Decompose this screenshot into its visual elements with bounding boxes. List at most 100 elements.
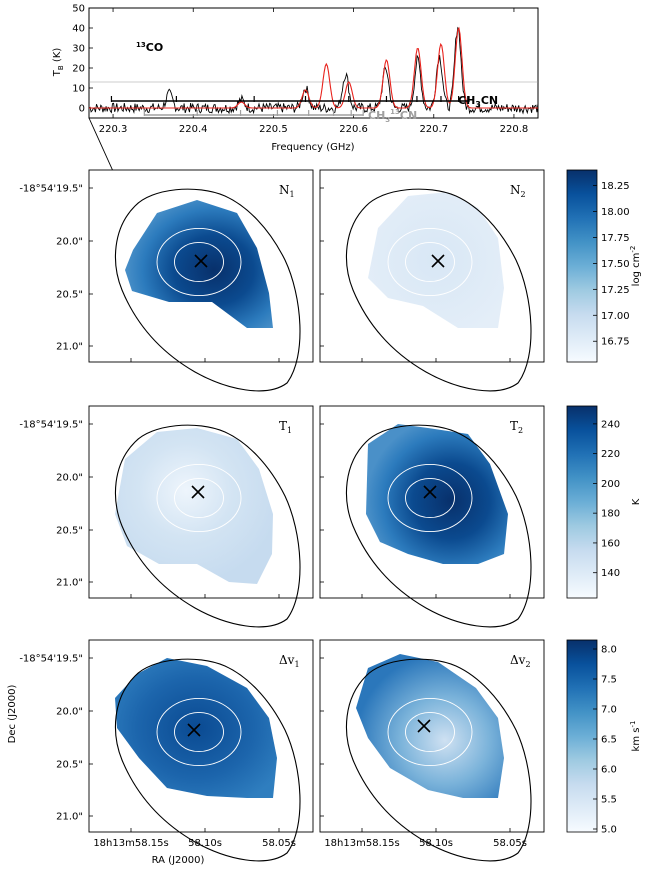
emission-map (356, 654, 504, 798)
x-tick-label: 220.7 (419, 124, 448, 135)
beam-outline (345, 658, 532, 862)
colorbar-gradient (566, 639, 598, 833)
colorbar-gradient (566, 405, 598, 599)
colorbar-tick-label: 16.75 (601, 337, 630, 348)
colorbar-tick-label: 17.00 (601, 311, 630, 322)
x-tick-label: 220.6 (339, 124, 368, 135)
contour-line (156, 227, 242, 297)
colorbar-tick-label: 5.5 (601, 795, 617, 806)
dec-tick-label: 20.5" (56, 760, 83, 771)
beam-outline (114, 658, 301, 862)
peak-cross-icon (417, 719, 431, 733)
colorbar-tick-label: 220 (601, 449, 620, 460)
contour-line (405, 477, 455, 519)
map-grid: N1 -18°54'19.5" 20.0" 20.5" 21.0" N2 T1 -18°54'… (19, 169, 545, 862)
ch313cn-ladder (143, 110, 364, 116)
colorbar-tick-label: 17.25 (601, 285, 630, 296)
emission-map (115, 428, 273, 584)
map-label: T2 (510, 419, 523, 435)
model-spectrum-line (89, 26, 538, 109)
dec-tick-label: -18°54'19.5" (19, 420, 83, 431)
spectrum-x-label: Frequency (GHz) (271, 142, 354, 153)
y-tick-label: 20 (72, 64, 85, 75)
dec-tick-label: -18°54'19.5" (19, 184, 83, 195)
spectrum-y-label: TB (K) (52, 48, 65, 78)
colorbar-1: 240 220 200 180 160 140 K (566, 405, 642, 599)
beam-outline (345, 188, 532, 392)
colorbar-tick-label: 240 (601, 419, 620, 430)
map-panel-dv2: Δv2 18h13m58.15s 58.10s 58.05s (319, 639, 545, 862)
contour-line (174, 241, 224, 283)
ra-axis-label: RA (J2000) (152, 855, 205, 866)
dec-tick-label: 21.0" (56, 342, 83, 353)
contour-line (387, 227, 473, 297)
ra-tick-label: 58.05s (262, 838, 296, 849)
map-panel-T1: T1 -18°54'19.5" 20.0" 20.5" 21.0" (19, 405, 314, 628)
contour-line (387, 697, 473, 767)
dec-axis-label: Dec (J2000) (7, 685, 18, 744)
colorbar-tick-label: 6.5 (601, 735, 617, 746)
dec-tick-label: 20.0" (56, 707, 83, 718)
observed-spectrum-line (88, 26, 539, 115)
contour-line (156, 463, 242, 533)
peak-cross-icon (191, 485, 205, 499)
contour-line (405, 241, 455, 283)
spectrum-y-ticks: 50 40 30 20 10 0 (72, 4, 93, 115)
y-tick-label: 40 (72, 24, 85, 35)
dec-tick-label: 20.0" (56, 473, 83, 484)
y-tick-label: 10 (72, 84, 85, 95)
colorbar-tick-label: 17.50 (601, 259, 630, 270)
beam-outline (114, 424, 301, 628)
colorbars: 18.25 18.00 17.75 17.50 17.25 17.00 16.75 log c… (566, 169, 642, 836)
x-tick-label: 220.3 (99, 124, 128, 135)
ra-tick-label: 58.10s (419, 838, 453, 849)
dec-tick-label: 20.0" (56, 237, 83, 248)
dec-tick-label: 21.0" (56, 578, 83, 589)
contour-line (387, 463, 473, 533)
x-tick-label: 220.8 (500, 124, 529, 135)
colorbar-tick-label: 8.0 (601, 645, 617, 656)
y-tick-label: 50 (72, 4, 85, 15)
map-panel-T2: T2 (319, 405, 545, 628)
colorbar-tick-label: 140 (601, 568, 620, 579)
colorbar-tick-label: 160 (601, 538, 620, 549)
colorbar-tick-label: 5.0 (601, 825, 617, 836)
contour-line (405, 711, 455, 753)
beam-outline (114, 188, 301, 392)
map-panel-N1: N1 -18°54'19.5" 20.0" 20.5" 21.0" (19, 169, 314, 392)
x-tick-label: 220.4 (179, 124, 208, 135)
x-tick-label: 220.5 (259, 124, 288, 135)
dec-tick-label: -18°54'19.5" (19, 654, 83, 665)
colorbar-unit-label: km s-1 (629, 721, 642, 752)
colorbar-tick-label: 18.00 (601, 207, 630, 218)
spectrum-x-ticks: 220.3 220.4 220.5 220.6 220.7 220.8 (99, 8, 529, 135)
contour-line (156, 697, 242, 767)
colorbar-tick-label: 7.5 (601, 675, 617, 686)
map-label: N2 (510, 183, 526, 199)
ra-tick-label: 58.05s (493, 838, 527, 849)
beam-outline (345, 424, 532, 628)
colorbar-gradient (566, 169, 598, 363)
co-label: 13CO (136, 41, 163, 54)
y-tick-label: 30 (72, 44, 85, 55)
peak-cross-icon (423, 485, 437, 499)
colorbar-0: 18.25 18.00 17.75 17.50 17.25 17.00 16.75 log c… (566, 169, 642, 363)
colorbar-2: 8.0 7.5 7.0 6.5 6.0 5.5 5.0 km s-1 (566, 639, 642, 836)
colorbar-unit-label: log cm-2 (629, 246, 642, 287)
ch313cn-label: CH313CN (368, 108, 417, 124)
contour-line (174, 477, 224, 519)
emission-map (366, 424, 508, 564)
ra-tick-label: 58.10s (188, 838, 222, 849)
colorbar-tick-label: 200 (601, 479, 620, 490)
y-tick-label: 0 (79, 104, 85, 115)
colorbar-tick-label: 6.0 (601, 765, 617, 776)
peak-cross-icon (194, 254, 208, 268)
map-label: T1 (279, 419, 292, 435)
map-panel-dv1: Δv1 -18°54'19.5" 20.0" 20.5" 21.0" 18h13m58.1… (19, 639, 314, 862)
ra-tick-label: 18h13m58.15s (324, 838, 399, 849)
ch3cn-ladder (110, 96, 470, 102)
colorbar-unit-label: K (631, 498, 642, 505)
ch3cn-label: CH3CN (458, 94, 498, 109)
